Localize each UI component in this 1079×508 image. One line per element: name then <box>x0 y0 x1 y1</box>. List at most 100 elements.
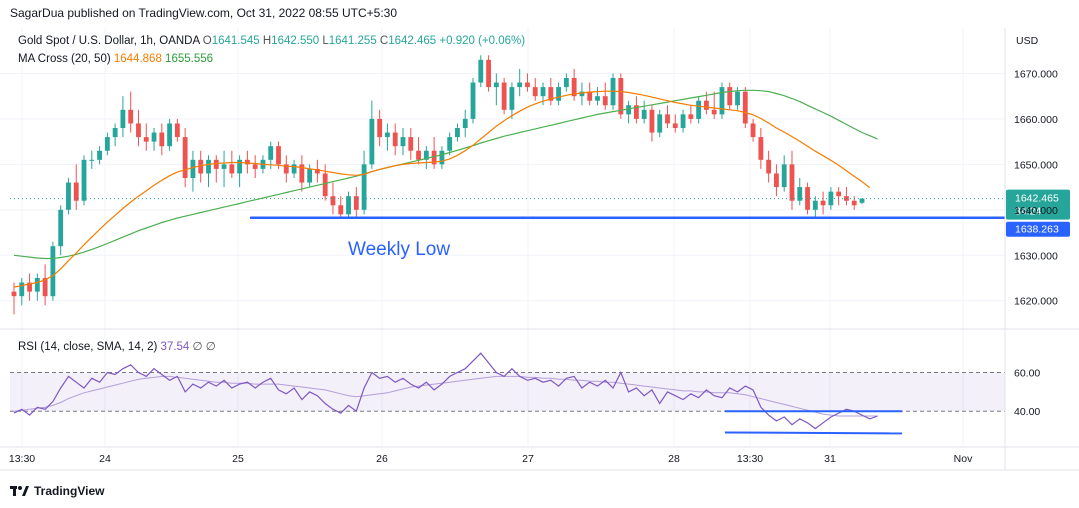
candle-body <box>579 91 585 97</box>
candle <box>182 128 188 188</box>
candle-body <box>633 105 639 119</box>
candle <box>66 178 71 215</box>
candle <box>455 123 460 142</box>
candle-body <box>276 146 281 165</box>
candle <box>587 82 593 106</box>
candle-body <box>820 200 826 206</box>
high-value: 1642.550 <box>271 35 320 47</box>
symbol-name[interactable]: Gold Spot / U.S. Dollar, 1h, OANDA <box>18 35 200 47</box>
candle <box>89 150 95 169</box>
rsi-line <box>13 352 878 430</box>
candle-body <box>252 164 258 169</box>
candle <box>167 118 173 151</box>
candle-body <box>353 196 359 210</box>
candle <box>221 150 227 188</box>
candle-body <box>330 196 336 206</box>
rsi-legend: RSI (14, close, SMA, 14, 2) 37.54 ∅ ∅ <box>18 339 216 353</box>
high-label: H <box>262 35 272 47</box>
candle <box>517 68 523 97</box>
candle <box>400 128 406 156</box>
candle-body <box>774 173 779 188</box>
candle-body <box>34 278 40 292</box>
candle-body <box>532 87 538 97</box>
candle-body <box>478 59 484 83</box>
candle-body <box>657 114 663 133</box>
candle <box>548 78 554 106</box>
candle-body <box>392 132 398 147</box>
support-badge <box>1006 221 1070 237</box>
candle <box>283 155 289 183</box>
candle-body <box>439 150 445 165</box>
time-tick-label: 31 <box>824 453 836 465</box>
candle-body <box>190 159 196 178</box>
price-tick-label: 1650.000 <box>1014 159 1058 171</box>
candle-body <box>151 132 157 142</box>
time-tick-label: 24 <box>99 453 111 465</box>
candle <box>859 198 865 205</box>
candle <box>774 164 779 197</box>
candle <box>42 264 48 306</box>
candle <box>672 114 678 133</box>
rsi-label[interactable]: RSI (14, close, SMA, 14, 2) <box>18 341 158 353</box>
rsi-level-label: 40.00 <box>1014 406 1040 418</box>
candle-body <box>571 78 577 97</box>
candle <box>556 82 561 106</box>
candle <box>58 205 64 256</box>
candle <box>532 78 538 101</box>
candle <box>369 100 375 169</box>
candle <box>447 132 453 156</box>
candle <box>758 128 764 169</box>
candle <box>307 164 313 188</box>
candle <box>680 109 686 133</box>
candle <box>174 118 180 142</box>
rsi-value: 37.54 <box>160 341 190 353</box>
candle-body <box>680 114 686 128</box>
open-label: O <box>202 35 212 47</box>
candle <box>486 55 491 92</box>
ma-label[interactable]: MA Cross (20, 50) <box>18 53 111 65</box>
candle <box>789 150 795 210</box>
rsi-band-fill <box>10 372 1005 412</box>
candle-body <box>128 109 134 124</box>
candle <box>727 82 733 110</box>
candle-body <box>781 164 787 188</box>
candle <box>563 73 569 92</box>
candle <box>104 132 110 156</box>
candle-body <box>27 282 32 292</box>
candle-body <box>525 82 530 88</box>
candle-body <box>400 137 406 147</box>
candle <box>439 146 445 169</box>
candle-body <box>766 159 772 174</box>
last-price-badge <box>1006 189 1070 220</box>
footer-brand[interactable]: TradingView <box>10 484 104 498</box>
rsi-lines <box>13 352 878 430</box>
candle <box>322 164 328 201</box>
weekly-low-annotation: Weekly Low <box>348 239 450 260</box>
candle-body <box>167 123 173 147</box>
candle-body <box>626 105 632 115</box>
candle-body <box>416 150 421 160</box>
candle-body <box>423 150 429 160</box>
ma50-line <box>13 89 878 260</box>
candle <box>229 150 235 178</box>
price-tick-label: 1660.000 <box>1014 114 1058 126</box>
candle-body <box>641 109 647 119</box>
candle-body <box>369 118 375 165</box>
candle <box>143 123 149 151</box>
candle-body <box>742 91 748 124</box>
candle-body <box>727 87 733 106</box>
close-label: C <box>379 35 389 47</box>
candle <box>252 155 258 178</box>
candle-body <box>470 82 476 119</box>
candle <box>330 182 336 215</box>
time-tick-label: 27 <box>522 453 534 465</box>
candle <box>602 82 608 110</box>
candle-body <box>120 109 126 128</box>
candle <box>50 241 56 301</box>
candle <box>657 109 663 138</box>
candle <box>206 155 211 188</box>
candle-body <box>50 246 56 297</box>
candle-body <box>221 164 227 169</box>
candle-body <box>322 173 328 197</box>
candle <box>346 191 351 219</box>
